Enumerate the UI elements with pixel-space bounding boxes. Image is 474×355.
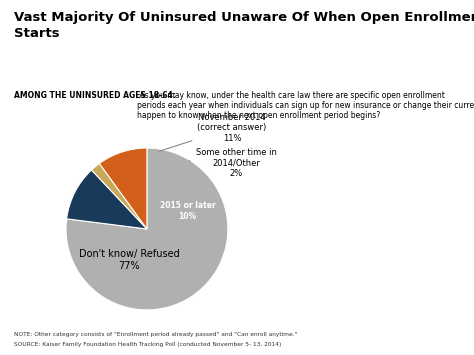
Text: FAMILY: FAMILY [409,333,439,343]
Text: FOUNDATION: FOUNDATION [408,344,440,349]
Wedge shape [67,170,147,229]
Text: As you may know, under the health care law there are specific open enrollment
pe: As you may know, under the health care l… [137,91,474,120]
Wedge shape [100,148,147,229]
Text: KAISER: KAISER [409,326,440,335]
Text: NOTE: Other category consists of "Enrollment period already passed" and "Can enr: NOTE: Other category consists of "Enroll… [14,332,298,337]
Text: Don't know/ Refused
77%: Don't know/ Refused 77% [79,249,180,271]
Text: AMONG THE UNINSURED AGES 18-64:: AMONG THE UNINSURED AGES 18-64: [14,91,176,99]
Wedge shape [66,148,228,310]
Text: THE HENRY J.: THE HENRY J. [408,320,440,325]
Text: SOURCE: Kaiser Family Foundation Health Tracking Poll (conducted November 5- 13,: SOURCE: Kaiser Family Foundation Health … [14,342,282,346]
Text: Some other time in
2014/Other
2%: Some other time in 2014/Other 2% [189,148,276,178]
Text: Vast Majority Of Uninsured Unaware Of When Open Enrollment
Starts: Vast Majority Of Uninsured Unaware Of Wh… [14,11,474,40]
Wedge shape [91,164,147,229]
Text: 2015 or later
10%: 2015 or later 10% [160,202,215,221]
Text: November 2014
(correct answer)
11%: November 2014 (correct answer) 11% [159,113,266,151]
